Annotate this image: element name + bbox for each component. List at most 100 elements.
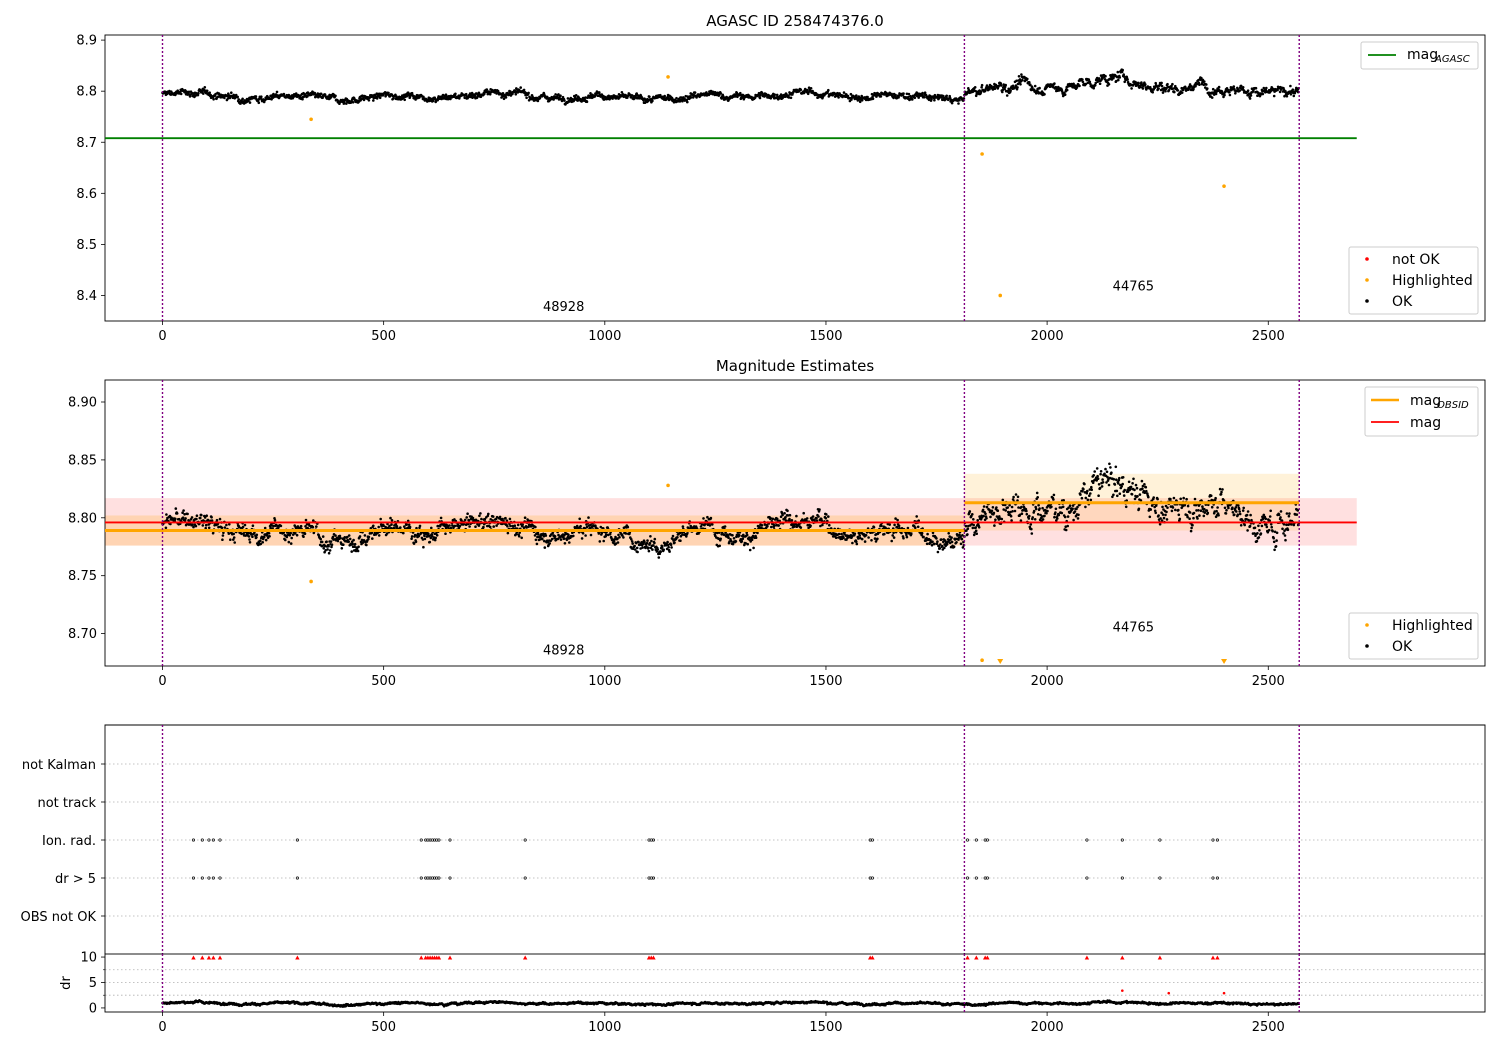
ok-point [828,523,831,527]
ok-point [947,532,950,535]
flag-marker [1158,876,1162,880]
ok-point [1231,506,1234,510]
ok-point [853,532,857,535]
ok-point [1220,490,1223,494]
ok-point [766,524,769,528]
ok-point [406,91,410,94]
ok-point [799,88,803,91]
ok-point [1116,70,1120,74]
ok-point [214,92,217,96]
ok-point [916,525,920,529]
ok-point [789,96,793,100]
legend-marker-label: not OK [1392,252,1440,268]
ok-point [506,525,509,528]
ok-point [192,525,195,529]
ok-point [1033,518,1037,521]
ok-point [1272,536,1275,540]
ok-point [1005,94,1009,97]
ok-point [1265,523,1268,526]
ok-point [1021,78,1024,82]
ok-point [220,526,224,530]
ok-point [910,532,913,536]
ok-point [681,525,685,528]
ok-point [985,505,989,509]
y-tick-label: 8.80 [68,511,97,526]
ok-point [230,91,233,94]
y-tick-label: 8.8 [76,85,97,100]
ok-point [1041,518,1045,521]
ok-point [646,539,649,542]
ok-point [181,516,185,519]
ok-point [367,535,371,539]
ok-point [790,519,794,522]
ok-point [302,535,305,538]
ok-point [660,545,664,549]
x-tick-label: 1500 [809,329,842,344]
ok-point [1277,513,1281,516]
ok-point [501,92,505,95]
ok-point [1245,513,1249,517]
ok-point [330,543,334,546]
ok-point [1155,85,1159,88]
ok-point [215,518,219,522]
ok-point [1122,75,1126,78]
ok-point [347,540,351,543]
ok-point [248,541,252,544]
ok-point [858,534,861,537]
ok-point [1137,81,1140,85]
ok-point [671,534,675,538]
ok-point [1223,506,1227,510]
ok-point [1249,94,1253,97]
highlighted-point [998,293,1003,298]
ok-point [1161,91,1165,94]
ok-point [1031,516,1034,519]
ok-point [1145,489,1148,493]
ok-point [584,534,587,537]
ok-point [1281,527,1284,531]
ok-point [1141,87,1145,90]
ok-point [423,537,427,541]
ok-point [1166,82,1169,86]
ok-point [342,543,345,546]
x-tick-label: 0 [158,674,166,689]
ok-point [468,525,471,528]
ok-point [331,535,335,539]
ok-point [1198,514,1201,517]
ok-point [787,96,791,99]
plot-frame [104,34,1486,322]
ok-point [1121,68,1124,72]
ok-point [636,550,639,554]
ok-point [1246,89,1250,92]
ok-point [1098,486,1102,490]
ok-point [1034,507,1038,511]
ok-point [186,512,189,516]
x-tick-label: 2500 [1252,674,1285,689]
legend-marker-label: OK [1392,639,1413,655]
ok-point [653,537,657,541]
ok-point [1280,519,1284,522]
ok-point [637,540,640,544]
ok-point [350,550,354,553]
ok-point [784,519,788,522]
ok-point [1060,90,1064,93]
flag-category-label: OBS not OK [21,910,97,925]
ok-point [1225,509,1228,512]
ok-point [1154,511,1157,515]
ok-point [1104,467,1107,471]
ok-point [894,93,897,97]
ok-point [1099,470,1103,473]
ok-point [1147,495,1150,499]
ok-point [587,516,590,519]
ok-point [1264,517,1268,521]
legend-marker-label: OK [1392,294,1413,310]
ok-point [1010,505,1014,509]
ok-point [913,96,917,100]
ok-point [999,82,1003,85]
flag-marker [965,838,970,842]
ok-point [375,97,379,100]
ok-point [1149,508,1152,511]
ok-point [1167,89,1171,92]
ok-point [799,526,803,529]
ok-point [1205,509,1209,512]
ok-point [187,90,191,94]
